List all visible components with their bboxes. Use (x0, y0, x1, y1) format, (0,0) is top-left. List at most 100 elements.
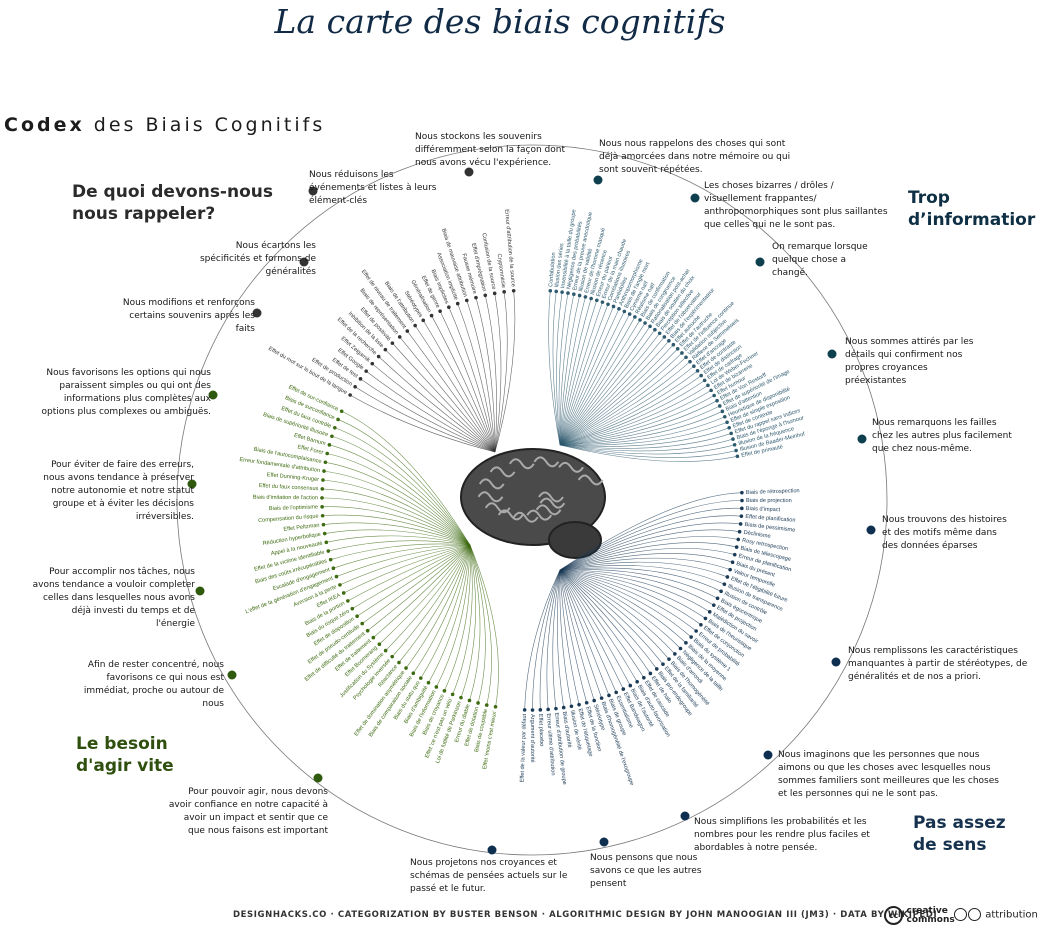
bias-label: Illusion des séries (554, 243, 565, 288)
bias-node (606, 302, 610, 307)
bias-branch (559, 569, 624, 690)
group-dot (763, 750, 773, 760)
bias-branch (407, 330, 496, 453)
bias-branch (559, 569, 702, 626)
bias-branch (559, 385, 709, 446)
bias-node (383, 648, 388, 653)
bias-branch (559, 300, 598, 446)
note-edit-memories: Nous modifions et renforçons certains so… (122, 298, 255, 334)
group-dot (599, 837, 609, 847)
bias-node (561, 705, 566, 710)
bias-branch (559, 333, 660, 446)
bias-node (321, 478, 325, 482)
bias-branch (494, 291, 508, 453)
bias-branch (347, 544, 471, 602)
bias-branch (559, 536, 739, 571)
bias-node (413, 323, 417, 328)
bias-node (336, 417, 340, 422)
bias-node (621, 687, 626, 691)
bias-label: Biais de projection (746, 498, 792, 504)
bias-branch (559, 542, 737, 571)
bias-branch (559, 313, 630, 446)
bias-node (390, 654, 394, 659)
bias-node (426, 680, 431, 685)
bias-node (675, 346, 680, 351)
bias-node (321, 522, 326, 527)
bias-node (350, 606, 355, 611)
bias-branch (559, 375, 702, 446)
bias-branch (559, 547, 735, 571)
bias-branch (379, 544, 471, 645)
bias-node (678, 646, 683, 651)
bias-branch (559, 433, 732, 449)
bias-branch (457, 303, 496, 453)
bias-node (341, 591, 346, 595)
bias-node (592, 698, 596, 703)
bias-node (702, 378, 707, 383)
bias-branch (546, 569, 561, 710)
bias-node (371, 635, 376, 640)
bias-label: Effet placebo (537, 714, 544, 747)
bias-branch (552, 569, 561, 709)
bias-branch (559, 336, 665, 446)
bias-label: Confabulation (548, 252, 557, 287)
bias-branch (559, 444, 735, 455)
bias-node (709, 388, 713, 393)
bias-branch (559, 340, 670, 446)
bias-branch (559, 500, 742, 571)
bias-branch (559, 569, 617, 693)
bias-node (333, 425, 337, 430)
bias-node (707, 610, 712, 614)
bias-branch (559, 319, 641, 446)
bias-node (584, 700, 589, 705)
note-simplify-probabilities: Nous simplifions les probabilités et les… (694, 817, 870, 853)
bias-node (583, 295, 588, 299)
bias-branch (331, 435, 471, 546)
bias-node (365, 628, 370, 633)
bias-node (725, 575, 730, 579)
group-dot (227, 670, 237, 680)
bias-node (627, 312, 632, 316)
note-stay-focused: Afin de rester concentré, nous favorison… (83, 660, 224, 709)
bias-node (338, 583, 342, 587)
bias-node (633, 315, 637, 319)
bias-branch (559, 308, 620, 446)
bias-node (740, 490, 744, 495)
bias-branch (341, 410, 471, 546)
bias-node (667, 657, 671, 661)
bias-branch (559, 421, 728, 446)
bias-node (450, 692, 455, 697)
bias-node (611, 304, 616, 309)
bias-branch (559, 569, 651, 674)
quadrant-label-info: Trop d’informatior (908, 188, 1036, 230)
bias-node (661, 662, 665, 666)
bias-branch (385, 544, 471, 651)
bias-branch (322, 514, 471, 546)
bias-label: Argument d'autorité (529, 714, 535, 763)
bias-node (648, 324, 652, 329)
bias-branch (552, 291, 561, 446)
bias-node (722, 582, 727, 586)
bias-branch (366, 370, 496, 453)
group-dot (866, 525, 876, 535)
bias-label: Biais de rétrospection (746, 488, 800, 496)
bias-node (735, 454, 740, 459)
bias-branch (559, 380, 705, 446)
bias-branch (559, 529, 740, 571)
bias-branch (559, 302, 603, 446)
bias-branch (559, 298, 592, 446)
bias-branch (559, 561, 728, 578)
bias-label: Effet de planification (745, 514, 796, 524)
quadrant-label-meaning: Pas assez de sens (913, 813, 1006, 855)
bias-branch (322, 506, 471, 546)
bias-node (703, 616, 708, 621)
bias-node (360, 621, 365, 626)
bias-branch (330, 543, 471, 560)
bias-branch (557, 569, 564, 708)
bias-node (617, 307, 621, 311)
note-simple-options: Nous favorisons les options qui nous par… (41, 368, 212, 417)
bias-branch (559, 569, 602, 699)
bias-branch (324, 529, 471, 546)
